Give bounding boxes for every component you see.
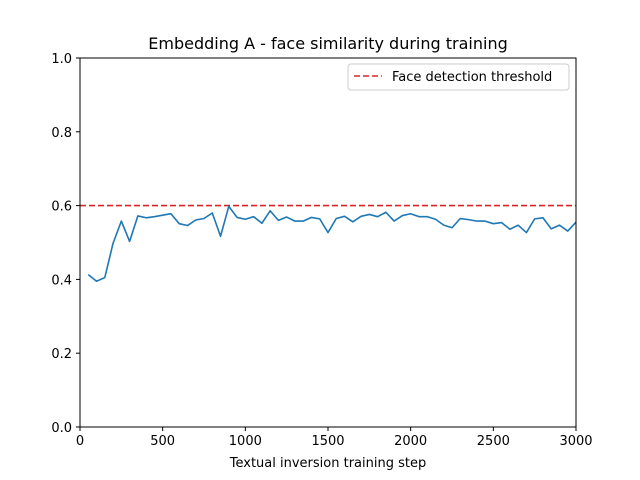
x-axis-label: Textual inversion training step bbox=[229, 456, 426, 471]
legend-label-threshold: Face detection threshold bbox=[392, 70, 552, 85]
chart-title: Embedding A - face similarity during tra… bbox=[148, 34, 508, 53]
y-tick-label: 0.6 bbox=[51, 200, 72, 215]
x-axis-ticks: 0 500 1000 1500 2000 2500 3000 bbox=[76, 427, 593, 449]
x-tick-label: 1000 bbox=[229, 434, 262, 449]
x-tick-label: 1500 bbox=[311, 434, 344, 449]
y-axis-ticks: 0.0 0.2 0.4 0.6 0.8 1.0 bbox=[51, 52, 80, 436]
legend: Face detection threshold bbox=[347, 63, 570, 91]
x-tick-label: 3000 bbox=[559, 434, 592, 449]
y-tick-label: 1.0 bbox=[51, 52, 72, 67]
y-tick-label: 0.2 bbox=[51, 347, 72, 362]
x-tick-label: 500 bbox=[150, 434, 175, 449]
x-tick-label: 0 bbox=[76, 434, 84, 449]
legend-box bbox=[347, 63, 570, 91]
y-tick-label: 0.8 bbox=[51, 126, 72, 141]
similarity-series-line bbox=[87, 205, 577, 283]
x-tick-label: 2000 bbox=[394, 434, 427, 449]
y-tick-label: 0.4 bbox=[51, 273, 72, 288]
y-tick-label: 0.0 bbox=[51, 421, 72, 436]
x-tick-label: 2500 bbox=[477, 434, 510, 449]
